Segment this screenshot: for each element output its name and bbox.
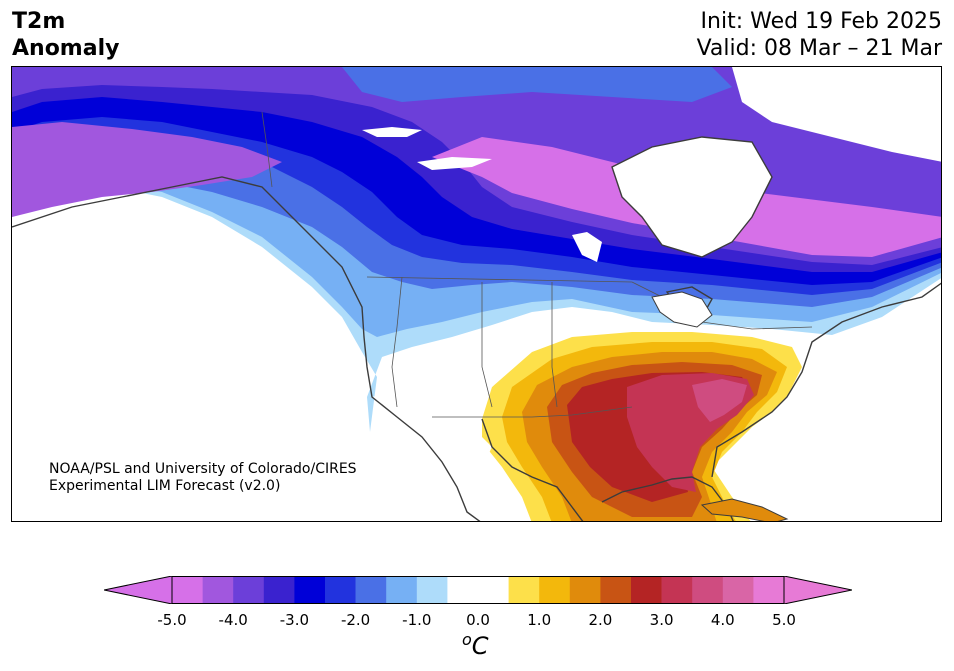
colorbar-bin (569, 576, 601, 604)
colorbar-bin (600, 576, 632, 604)
political-borders (261, 111, 813, 418)
title-line-1: T2m (12, 9, 66, 34)
hudson-bay (612, 137, 772, 257)
colorbar-bin (508, 576, 540, 604)
colorbar-bin (722, 576, 754, 604)
colorbar-bin (447, 576, 479, 604)
colorbar-bin (172, 576, 203, 604)
init-date: Init: Wed 19 Feb 2025 (700, 9, 942, 34)
colorbar-tick-label: -4.0 (218, 611, 248, 629)
colorbar-tick-label: 1.0 (527, 611, 552, 629)
colorbar-bin (386, 576, 418, 604)
map-title: T2m Anomaly (12, 8, 119, 62)
title-line-2: Anomaly (12, 36, 120, 61)
colorbar-tick-label: 2.0 (588, 611, 613, 629)
great-lake (651, 291, 713, 328)
neutral-southwest (372, 337, 532, 467)
colorbar-bin (753, 576, 785, 604)
forecast-dates: Init: Wed 19 Feb 2025 Valid: 08 Mar – 21… (697, 8, 942, 62)
warm-band-plus35 (692, 379, 747, 422)
colorbar-bin (631, 576, 662, 604)
colorbar-outline (171, 576, 785, 604)
colorbar (104, 576, 852, 604)
colorbar-over-arrow (783, 576, 852, 604)
credit-line-1: NOAA/PSL and University of Colorado/CIRE… (49, 461, 357, 477)
colorbar-bin (233, 576, 265, 604)
colorbar-tick-label: -3.0 (279, 611, 310, 629)
colorbar-tick-labels: -5.0 -4.0 -3.0 -2.0 -1.0 0.0 1.0 2.0 3.0 4.0 5.0 (0, 611, 954, 631)
colorbar-tick-label: 0.0 (466, 611, 490, 629)
cuba (700, 498, 789, 521)
colorbar-tick-label: 3.0 (649, 611, 674, 629)
colorbar-tick-label: -5.0 (157, 611, 187, 629)
valid-period: Valid: 08 Mar – 21 Mar (696, 36, 942, 61)
colorbar-bin (202, 576, 234, 604)
colorbar-tick-label: -2.0 (340, 611, 371, 629)
colorbar-bin (355, 576, 387, 604)
colorbar-bin (539, 576, 571, 604)
colorbar-under-arrow (104, 576, 173, 604)
credit-line-2: Experimental LIM Forecast (v2.0) (49, 478, 281, 494)
arctic-band (342, 67, 732, 102)
unit-degree-prefix: o (462, 630, 472, 649)
lake-1 (362, 127, 422, 137)
greenland-white (732, 67, 941, 162)
colorbar-bin (263, 576, 295, 604)
colorbar-tick-label: -1.0 (402, 611, 432, 629)
lake-3 (572, 232, 602, 262)
credit-text: NOAA/PSL and University of Colorado/CIRE… (49, 461, 357, 495)
anomaly-map (11, 66, 942, 522)
colorbar-tick-label: 5.0 (772, 611, 796, 629)
colorbar-bin (294, 576, 326, 604)
lake-2 (417, 157, 492, 170)
colorbar-bin (692, 576, 724, 604)
map-canvas (12, 67, 941, 521)
unit-symbol: C (471, 632, 489, 660)
colorbar-bin (661, 576, 693, 604)
colorbar-unit: oC (462, 630, 489, 660)
colorbar-bin (478, 576, 509, 604)
colorbar-tick-label: 4.0 (710, 611, 735, 629)
colorbar-bin (325, 576, 356, 604)
colorbar-bin (416, 576, 448, 604)
cold-core-alaska (12, 122, 282, 217)
colorbar-bins (172, 576, 785, 604)
coastlines (12, 136, 941, 521)
